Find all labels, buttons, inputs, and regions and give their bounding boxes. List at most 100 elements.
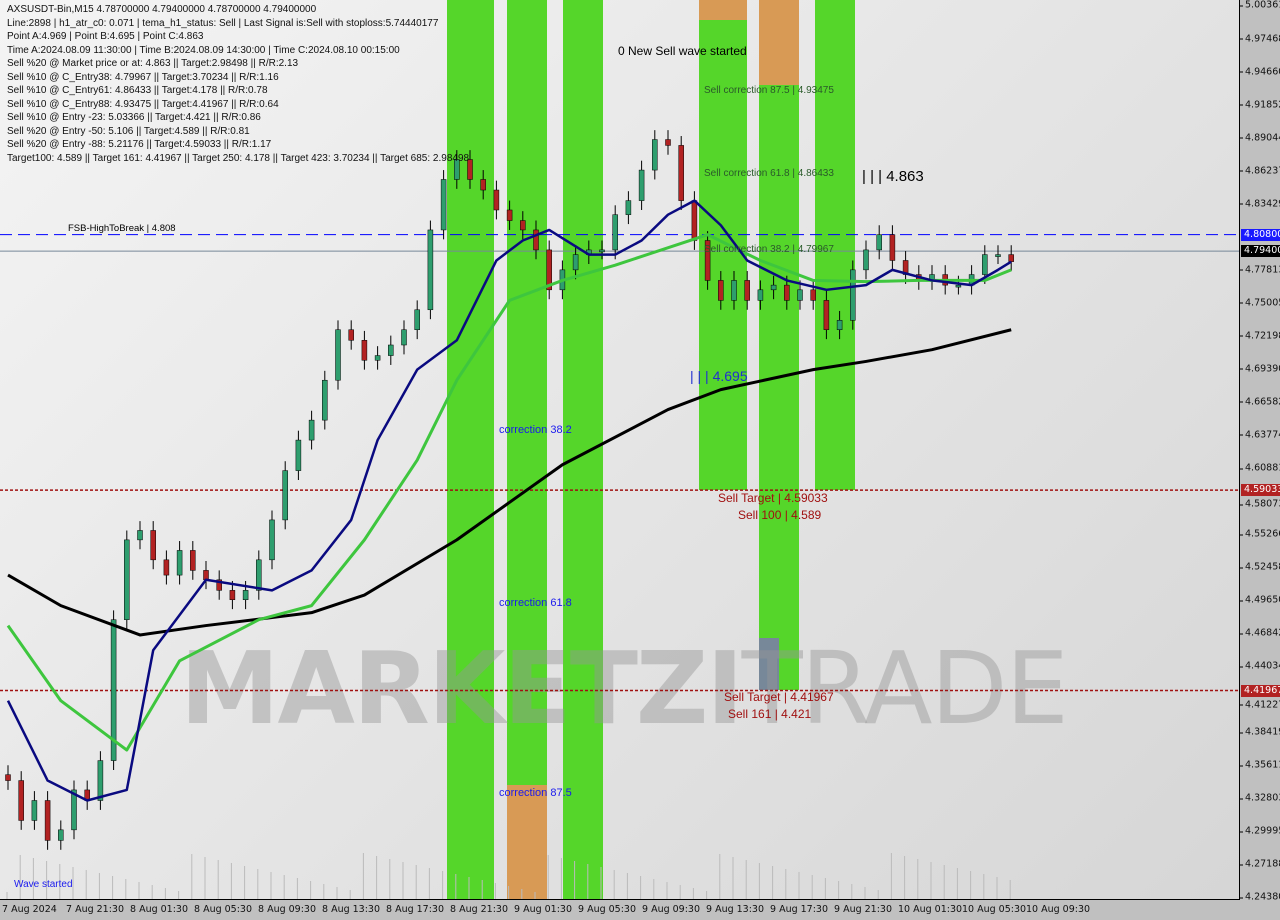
- info-line: Line:2898 | h1_atr_c0: 0.071 | tema_h1_s…: [7, 17, 439, 29]
- price-tag: 4.41967: [1241, 684, 1280, 697]
- volume-bar: [323, 884, 325, 899]
- volume-bar: [481, 880, 483, 899]
- time-tick: 8 Aug 01:30: [130, 904, 189, 915]
- volume-bar: [402, 862, 404, 899]
- candle: [242, 590, 249, 600]
- price-tick: 4.49650: [1239, 595, 1280, 606]
- volume-bar: [217, 860, 219, 899]
- price-tick: 4.41227: [1239, 699, 1280, 710]
- watermark: MARKETZITRADE: [180, 630, 1069, 747]
- price-tag: 4.79400: [1241, 245, 1280, 258]
- candle: [440, 179, 447, 231]
- price-tick: 4.58073: [1239, 499, 1280, 510]
- volume-bar: [930, 862, 932, 899]
- label-sell-target-2: Sell Target | 4.41967: [724, 690, 834, 704]
- candle: [810, 289, 816, 301]
- info-line: Sell %20 @ Entry -50: 5.106 || Target:4.…: [7, 125, 250, 137]
- candle: [110, 619, 117, 761]
- candle: [454, 159, 460, 180]
- candle: [612, 214, 618, 251]
- zone-band: [699, 0, 747, 20]
- price-tick: 4.66582: [1239, 396, 1280, 407]
- volume-bar: [851, 884, 853, 899]
- info-line: AXSUSDT-Bin,M15 4.78700000 4.79400000 4.…: [7, 4, 317, 15]
- volume-bar: [98, 873, 100, 899]
- volume-bar: [46, 861, 48, 899]
- candle: [876, 234, 882, 251]
- candle: [427, 229, 434, 311]
- volume-bar: [640, 876, 642, 899]
- candle: [506, 209, 513, 221]
- candle: [176, 550, 183, 576]
- price-tick: 4.32803: [1239, 793, 1280, 804]
- candle: [163, 559, 170, 576]
- candle: [361, 340, 368, 361]
- info-line: Point A:4.969 | Point B:4.695 | Point C:…: [7, 31, 204, 42]
- label-sell-correction-87: Sell correction 87.5 | 4.93475: [704, 85, 834, 96]
- candle: [757, 289, 764, 301]
- price-tick: 4.46842: [1239, 628, 1280, 639]
- price-chart: [0, 130, 1239, 899]
- price-tick: 4.38419: [1239, 727, 1280, 738]
- time-axis[interactable]: 7 Aug 2024 7 Aug 21:30 8 Aug 01:30 8 Aug 05…: [0, 901, 1240, 920]
- candle: [995, 254, 1001, 257]
- info-line: Sell %20 @ Market price or at: 4.863 || …: [7, 58, 299, 69]
- info-line: Sell %10 @ C_Entry88: 4.93475 || Target:…: [7, 98, 279, 110]
- volume-bar: [600, 867, 602, 899]
- candle: [124, 539, 130, 620]
- price-tick: 4.27188: [1239, 859, 1280, 870]
- label-sell-100: Sell 100 | 4.589: [738, 508, 822, 522]
- volume-bar: [230, 863, 232, 899]
- candle: [137, 530, 143, 541]
- volume-bar: [72, 867, 74, 899]
- info-line: Time A:2024.08.09 11:30:00 | Time B:2024…: [7, 44, 400, 56]
- volume-bar: [745, 860, 747, 899]
- volume-bar: [178, 891, 180, 899]
- volume-bar: [59, 864, 61, 899]
- candle: [401, 329, 407, 346]
- volume-bar: [626, 873, 628, 899]
- volume-bar: [824, 878, 826, 899]
- label-sell-correction-38: Sell correction 38.2 | 4.79967: [704, 244, 834, 255]
- candle: [480, 179, 486, 191]
- candle: [731, 280, 737, 301]
- candle: [31, 800, 38, 821]
- zone-band: [507, 0, 547, 785]
- volume-bar: [574, 861, 576, 899]
- volume-bar: [534, 892, 536, 899]
- time-tick: 10 Aug 05:30: [962, 904, 1027, 915]
- volume-bar: [587, 864, 589, 899]
- volume-bar: [270, 872, 272, 899]
- volume-bar: [191, 854, 193, 899]
- candle: [836, 320, 843, 330]
- zone-band: [447, 0, 494, 899]
- zone-band: [563, 0, 603, 899]
- volume-bar: [706, 891, 708, 899]
- candle: [718, 280, 724, 301]
- price-tag: 4.59033: [1241, 484, 1280, 497]
- zone-band: [759, 638, 779, 690]
- candle: [97, 760, 104, 801]
- volume-bar: [32, 858, 34, 899]
- time-tick: 9 Aug 01:30: [514, 904, 573, 915]
- candle: [308, 419, 315, 441]
- time-tick: 9 Aug 09:30: [642, 904, 701, 915]
- volume-bar: [310, 881, 312, 899]
- chart-plot-area[interactable]: MARKETZITRADE AXSUSDT-Bin,M15 4.78700000…: [0, 0, 1240, 900]
- candle: [256, 559, 262, 591]
- candle: [348, 329, 354, 341]
- price-tick: 4.75005: [1239, 297, 1280, 308]
- zone-band: [759, 85, 799, 690]
- volume-bar: [389, 859, 391, 899]
- volume-bar: [362, 853, 364, 899]
- candle: [374, 355, 381, 361]
- time-tick: 8 Aug 13:30: [322, 904, 381, 915]
- time-tick: 9 Aug 17:30: [770, 904, 829, 915]
- volume-bar: [811, 875, 813, 899]
- volume-bar: [455, 874, 457, 899]
- volume-bar: [283, 875, 285, 899]
- time-tick: 8 Aug 21:30: [450, 904, 509, 915]
- candle: [467, 159, 473, 180]
